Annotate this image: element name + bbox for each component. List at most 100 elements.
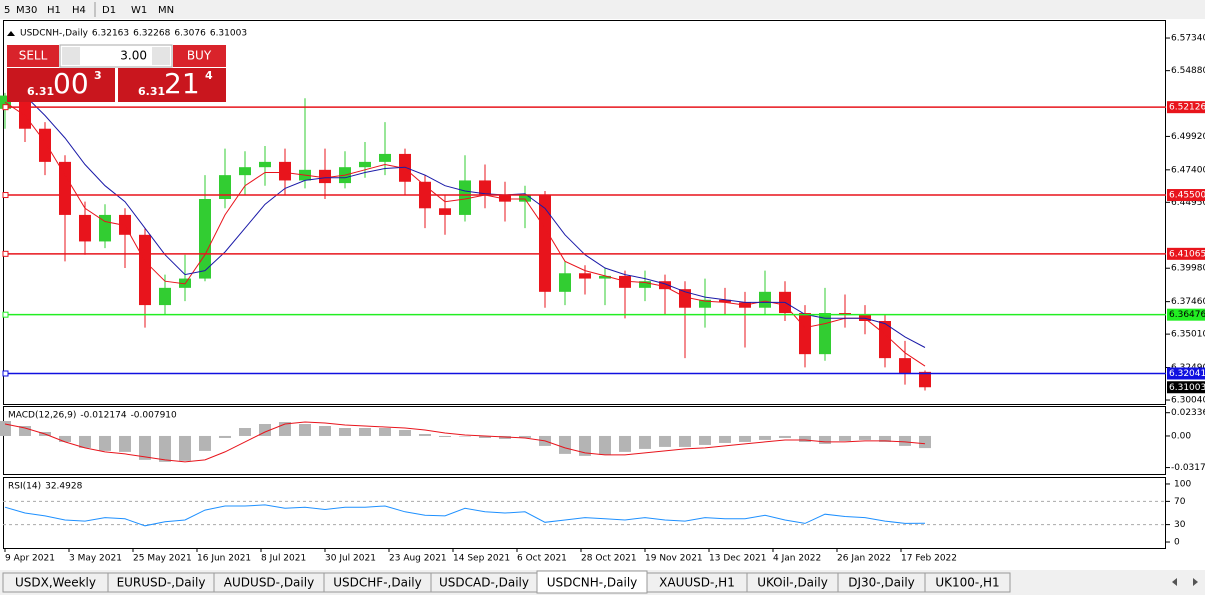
- bid-big: 6.31: [27, 85, 54, 98]
- current-price: 6.31003: [1169, 383, 1205, 393]
- tab-label[interactable]: XAUUSD-,H1: [659, 576, 735, 590]
- candle-body: [519, 195, 531, 202]
- timeframe-button[interactable]: D1: [102, 5, 116, 16]
- volume-box[interactable]: [59, 44, 173, 68]
- x-tick-label: 30 Jul 2021: [325, 554, 376, 564]
- tab-label[interactable]: AUDUSD-,Daily: [224, 576, 314, 590]
- macd-bar: [859, 435, 871, 440]
- buy-button[interactable]: [173, 45, 226, 67]
- level-handle: [2, 192, 9, 199]
- x-tick-label: 4 Jan 2022: [773, 554, 821, 564]
- tab[interactable]: [924, 572, 1011, 593]
- tab-label[interactable]: USDCHF-,Daily: [333, 576, 421, 590]
- macd-header: -0.007910: [131, 411, 177, 421]
- tab-label[interactable]: USDX,Weekly: [15, 576, 96, 590]
- y-tick-label: 6.39980: [1171, 264, 1205, 274]
- candle-body: [39, 128, 51, 162]
- candle-body: [459, 180, 471, 215]
- macd-bar: [579, 435, 591, 456]
- macd-bar: [259, 424, 271, 436]
- tab-label[interactable]: USDCAD-,Daily: [439, 576, 529, 590]
- ask-box[interactable]: [118, 68, 226, 102]
- macd-bar: [639, 435, 651, 449]
- header-text: 6.32268: [133, 29, 170, 39]
- macd-bar: [599, 435, 611, 455]
- macd-bar: [679, 435, 691, 447]
- macd-bar: [919, 435, 931, 449]
- sell-label[interactable]: SELL: [19, 49, 48, 63]
- macd-bar: [59, 435, 71, 442]
- timeframe-button[interactable]: H4: [72, 5, 86, 16]
- candle-body: [499, 195, 511, 202]
- macd-tick-label: 0.023365: [1171, 408, 1205, 418]
- tab-label[interactable]: EURUSD-,Daily: [117, 576, 206, 590]
- level-handle: [2, 370, 9, 377]
- macd-bar: [559, 435, 571, 454]
- macd-bar: [819, 435, 831, 444]
- x-tick-label: 9 Apr 2021: [5, 554, 55, 564]
- macd-bar: [479, 435, 491, 438]
- bid-box[interactable]: [7, 68, 115, 102]
- macd-tick-label: 0.00: [1171, 431, 1191, 441]
- timeframe-button[interactable]: W1: [131, 5, 147, 16]
- macd-bar: [759, 435, 771, 440]
- volume-value[interactable]: 3.00: [120, 49, 147, 63]
- macd-bar: [419, 433, 431, 436]
- level-label: 6.52126: [1169, 103, 1205, 113]
- candle-body: [439, 208, 451, 215]
- x-tick-label: 28 Oct 2021: [581, 554, 637, 564]
- macd-bar: [879, 435, 891, 442]
- rsi-panel: [3, 477, 1166, 549]
- scroll-left[interactable]: [1172, 578, 1177, 586]
- candle-body: [319, 169, 331, 184]
- candle-body: [839, 313, 851, 315]
- macd-bar: [239, 428, 251, 436]
- candle-body: [799, 313, 811, 355]
- macd-bar: [839, 435, 851, 441]
- sell-button[interactable]: [7, 45, 59, 67]
- timeframe-button[interactable]: H1: [47, 5, 61, 16]
- macd-bar: [779, 435, 791, 438]
- candle-body: [679, 289, 691, 308]
- timeframe-button[interactable]: 5: [4, 5, 10, 16]
- level-handle: [2, 250, 9, 257]
- candle-body: [159, 287, 171, 306]
- macd-bar: [339, 428, 351, 436]
- level-handle: [2, 104, 9, 111]
- y-tick-label: 6.44950: [1171, 198, 1205, 208]
- candle-body: [879, 320, 891, 359]
- header-text: 6.31003: [210, 29, 247, 39]
- vol-down[interactable]: [62, 47, 80, 65]
- tab-label[interactable]: UKOil-,Daily: [757, 576, 828, 590]
- candle-body: [379, 153, 391, 162]
- rsi-header: RSI(14): [8, 482, 41, 492]
- tab-label[interactable]: DJ30-,Daily: [848, 576, 915, 590]
- candle-body: [599, 275, 611, 279]
- candle-body: [479, 180, 491, 196]
- candle-body: [359, 161, 371, 168]
- tab-label[interactable]: UK100-,H1: [935, 576, 999, 590]
- x-tick-label: 25 May 2021: [133, 554, 192, 564]
- candle-body: [699, 299, 711, 308]
- candle-body: [259, 161, 271, 168]
- toolbar: [0, 0, 1205, 19]
- buy-label[interactable]: BUY: [187, 49, 212, 63]
- macd-bar: [659, 435, 671, 447]
- rsi-header: 32.4928: [45, 482, 82, 492]
- macd-bar: [79, 435, 91, 448]
- candle-body: [59, 161, 71, 215]
- rsi-tick-label: 0: [1174, 538, 1180, 548]
- tab-label[interactable]: USDCNH-,Daily: [547, 576, 638, 590]
- macd-bar: [439, 435, 451, 437]
- timeframe-button[interactable]: MN: [158, 5, 174, 16]
- x-tick-label: 17 Feb 2022: [901, 554, 957, 564]
- scroll-right[interactable]: [1193, 578, 1198, 586]
- vol-up[interactable]: [152, 47, 170, 65]
- macd-bar: [179, 435, 191, 461]
- candle-body: [819, 313, 831, 355]
- y-tick-label: 6.47400: [1171, 165, 1205, 175]
- candle-body: [99, 214, 111, 242]
- timeframe-button[interactable]: M30: [16, 5, 37, 16]
- candle-body: [899, 358, 911, 375]
- macd-bar: [319, 426, 331, 436]
